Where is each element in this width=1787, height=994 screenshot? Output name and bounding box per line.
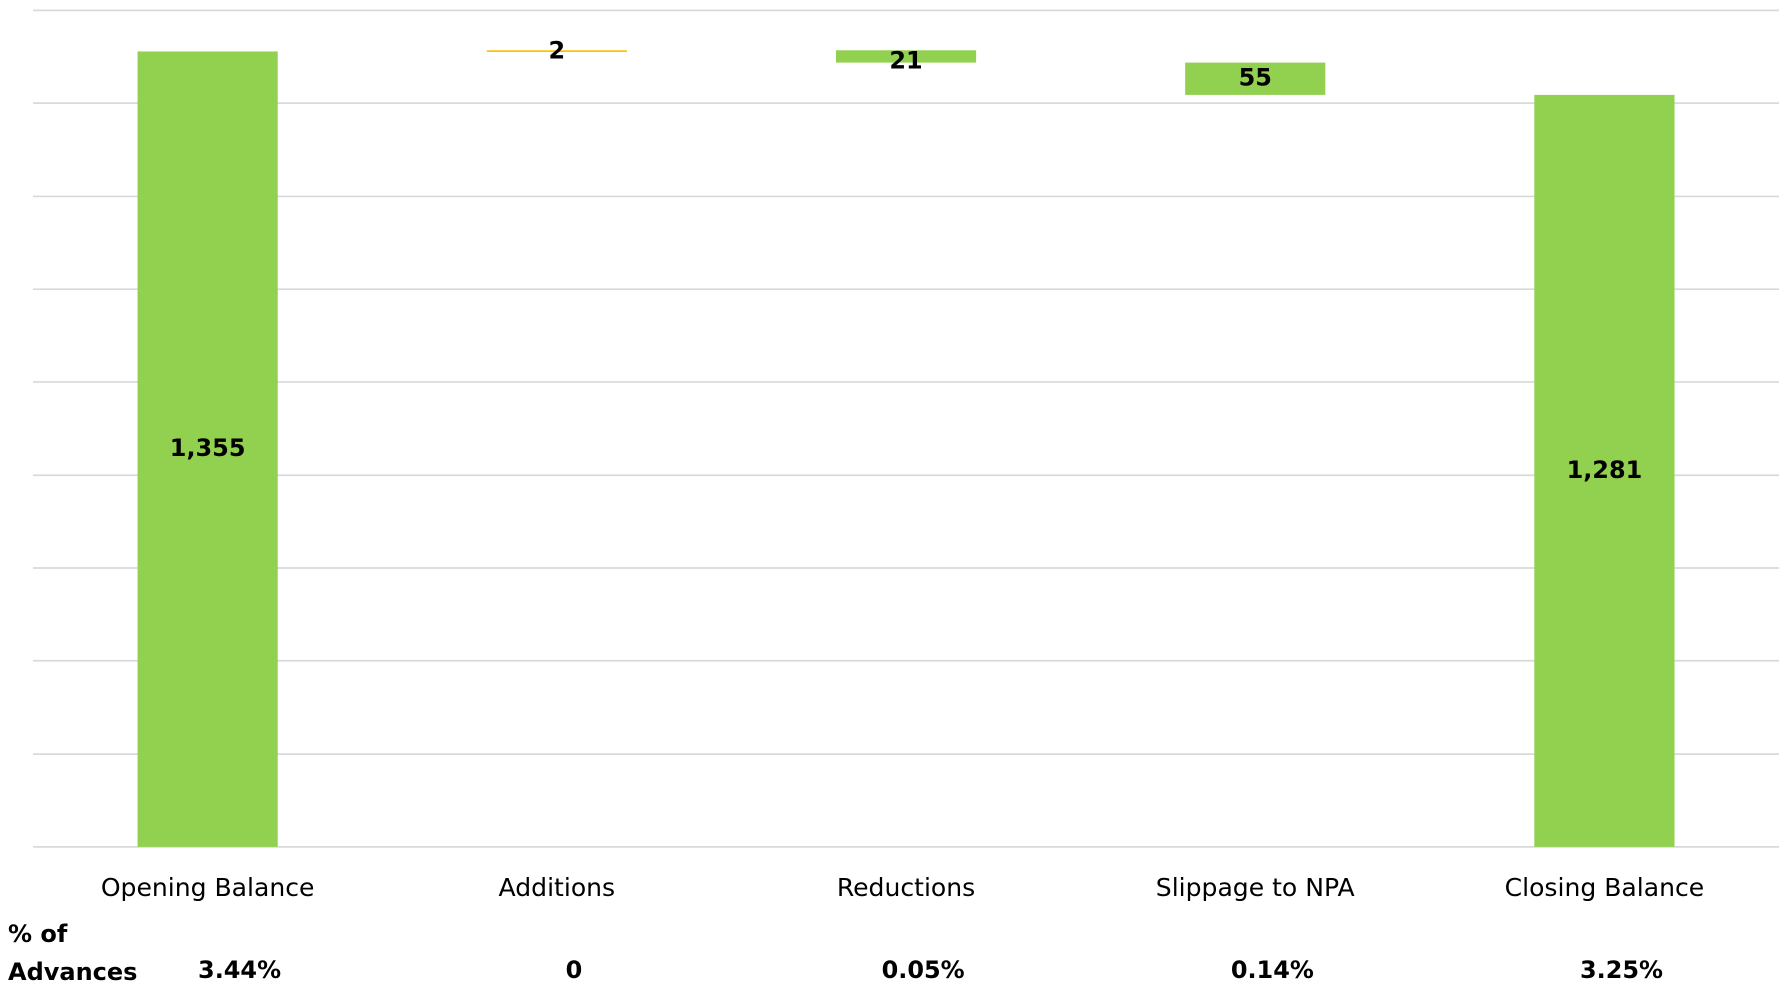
row-value: 0 (566, 956, 583, 984)
x-tick-label: Slippage to NPA (1156, 873, 1355, 902)
row-title: % of Advances (8, 920, 138, 986)
bar (137, 51, 278, 847)
bar (486, 50, 627, 52)
x-tick-label: Opening Balance (101, 873, 315, 902)
data-label: 1,281 (1567, 456, 1643, 484)
x-tick-label: Closing Balance (1505, 873, 1705, 902)
data-label: 1,355 (170, 434, 246, 462)
x-tick-label: Additions (499, 873, 616, 902)
data-label: 21 (889, 47, 922, 75)
bar (1534, 94, 1675, 847)
row-value: 3.44% (198, 956, 281, 984)
bar (1185, 62, 1326, 95)
data-label: 2 (549, 36, 566, 64)
row-value: 3.25% (1580, 956, 1663, 984)
row-value: 0.05% (882, 956, 965, 984)
row-value: 0.14% (1231, 956, 1314, 984)
data-label: 55 (1239, 64, 1272, 92)
x-tick-label: Reductions (837, 873, 975, 902)
bar (835, 50, 977, 63)
